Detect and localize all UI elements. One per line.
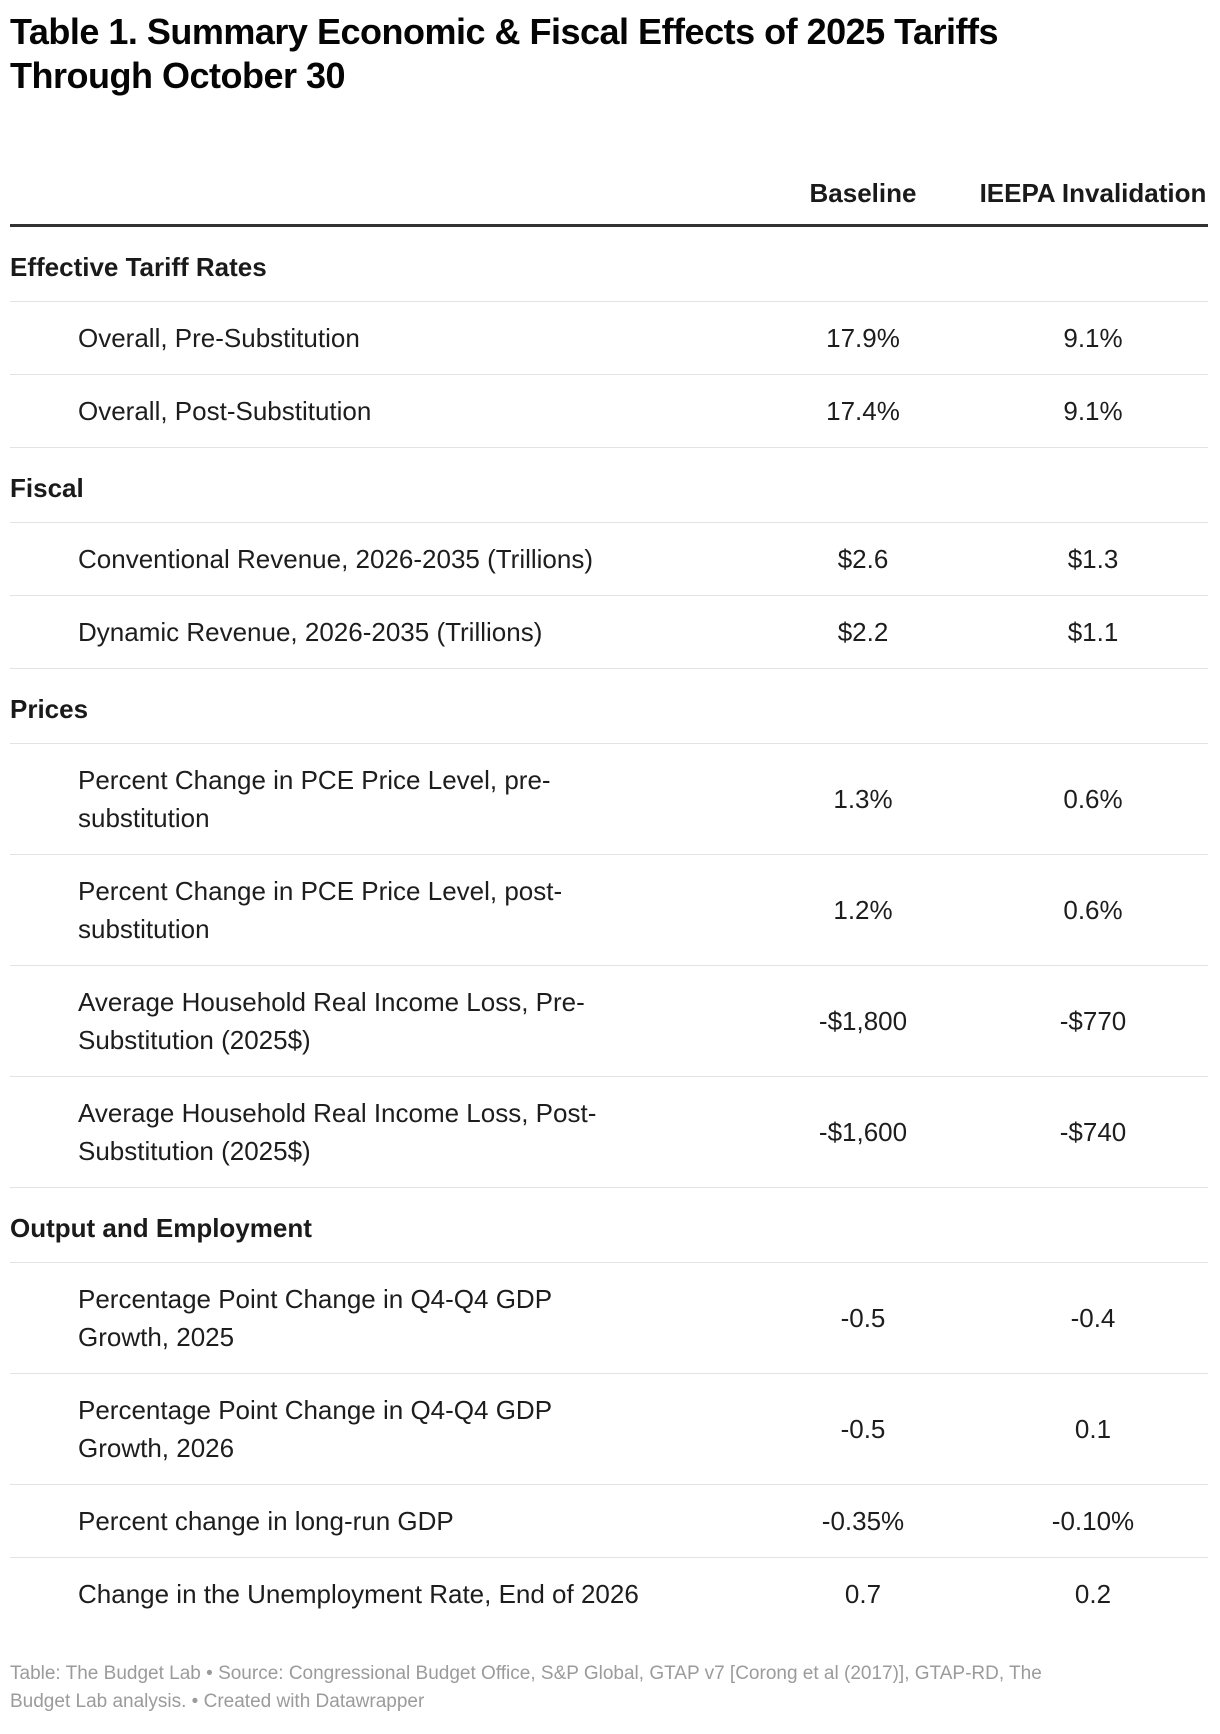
section-header-label: Effective Tariff Rates — [10, 252, 267, 282]
ieepa-invalidation-value-cell: -$770 — [1059, 1006, 1127, 1036]
ieepa-invalidation-value-cell: 0.1 — [1074, 1414, 1112, 1444]
ieepa-invalidation-value-cell: -0.10% — [1051, 1506, 1135, 1536]
row-label: Average Household Real Income Loss, Pre-… — [10, 983, 748, 1059]
baseline-value-cell: $2.2 — [837, 617, 889, 647]
ieepa-invalidation-value-cell: 9.1% — [1063, 323, 1123, 353]
table-row-average-household-real-income-loss-pre-substitution-2025: Average Household Real Income Loss, Pre-… — [10, 965, 1208, 1076]
ieepa-invalidation-value-cell: 9.1% — [1063, 396, 1123, 426]
row-label-text: Percentage Point Change in Q4-Q4 GDP Gro… — [78, 1395, 552, 1463]
table-footer-attribution: Table: The Budget Lab • Source: Congress… — [10, 1663, 1042, 1712]
row-label-text: Overall, Pre-Substitution — [78, 323, 360, 353]
row-label-text: Dynamic Revenue, 2026-2035 (Trillions) — [78, 617, 543, 647]
baseline-value-cell: $2.6 — [837, 544, 889, 574]
ieepa-invalidation-value-cell: $1.1 — [1067, 617, 1119, 647]
baseline-value-cell: -$1,600 — [818, 1117, 908, 1147]
table-row-percent-change-in-pce-price-level-pre-substitution: Percent Change in PCE Price Level, pre-s… — [10, 743, 1208, 854]
row-label: Percent Change in PCE Price Level, post-… — [10, 872, 748, 948]
baseline-value-cell: -0.35% — [821, 1506, 905, 1536]
baseline-value-cell: -$1,800 — [818, 1006, 908, 1036]
row-label: Percent Change in PCE Price Level, pre-s… — [10, 761, 748, 837]
table-body: Effective Tariff Rates Overall, Pre-Subst… — [10, 227, 1208, 1630]
table-row-percentage-point-change-in-q4-q4-gdp-growth-2026: Percentage Point Change in Q4-Q4 GDP Gro… — [10, 1373, 1208, 1484]
row-label: Percentage Point Change in Q4-Q4 GDP Gro… — [10, 1280, 748, 1356]
column-header-ieepa-invalidation: IEEPA Invalidation — [979, 178, 1207, 208]
baseline-value-cell: 1.2% — [833, 895, 893, 925]
table-row-average-household-real-income-loss-post-substitution-2025: Average Household Real Income Loss, Post… — [10, 1076, 1208, 1187]
row-label: Conventional Revenue, 2026-2035 (Trillio… — [10, 540, 748, 578]
table-row-dynamic-revenue-2026-2035-trillions: Dynamic Revenue, 2026-2035 (Trillions) $2… — [10, 595, 1208, 668]
table-row-overall-post-substitution: Overall, Post-Substitution 17.4% 9.1% — [10, 374, 1208, 447]
baseline-value-cell: 17.9% — [826, 323, 900, 353]
ieepa-invalidation-value-cell: 0.2 — [1074, 1579, 1112, 1609]
table-row-percent-change-in-pce-price-level-post-substitution: Percent Change in PCE Price Level, post-… — [10, 854, 1208, 965]
row-label: Overall, Pre-Substitution — [10, 319, 748, 357]
row-label: Percent change in long-run GDP — [10, 1502, 748, 1540]
ieepa-invalidation-value-cell: -0.4 — [1070, 1303, 1116, 1333]
row-label: Change in the Unemployment Rate, End of … — [10, 1575, 748, 1613]
row-label-text: Percent Change in PCE Price Level, post-… — [78, 876, 563, 944]
ieepa-invalidation-value-cell: 0.6% — [1063, 895, 1123, 925]
table-row-percent-change-in-long-run-gdp: Percent change in long-run GDP -0.35% -0.1… — [10, 1484, 1208, 1557]
row-label: Percentage Point Change in Q4-Q4 GDP Gro… — [10, 1391, 748, 1467]
ieepa-invalidation-value-cell: -$740 — [1059, 1117, 1127, 1147]
row-label-text: Overall, Post-Substitution — [78, 396, 372, 426]
row-label-text: Average Household Real Income Loss, Post… — [78, 1098, 597, 1166]
row-label-text: Percent change in long-run GDP — [78, 1506, 454, 1536]
section-header-effective-tariff-rates: Effective Tariff Rates — [10, 227, 1208, 301]
row-label-text: Average Household Real Income Loss, Pre-… — [78, 987, 585, 1055]
table-row-change-in-the-unemployment-rate-end-of-2026: Change in the Unemployment Rate, End of … — [10, 1557, 1208, 1630]
row-label-text: Percentage Point Change in Q4-Q4 GDP Gro… — [78, 1284, 552, 1352]
table-row-overall-pre-substitution: Overall, Pre-Substitution 17.9% 9.1% — [10, 301, 1208, 374]
baseline-value-cell: 1.3% — [833, 784, 893, 814]
row-label: Overall, Post-Substitution — [10, 392, 748, 430]
baseline-value-cell: 0.7 — [844, 1579, 882, 1609]
row-label-text: Percent Change in PCE Price Level, pre-s… — [78, 765, 551, 833]
baseline-value-cell: -0.5 — [840, 1414, 886, 1444]
baseline-value-cell: 17.4% — [826, 396, 900, 426]
ieepa-invalidation-value-cell: $1.3 — [1067, 544, 1119, 574]
row-label: Dynamic Revenue, 2026-2035 (Trillions) — [10, 613, 748, 651]
table-row-conventional-revenue-2026-2035-trillions: Conventional Revenue, 2026-2035 (Trillio… — [10, 522, 1208, 595]
row-label-text: Change in the Unemployment Rate, End of … — [78, 1579, 639, 1609]
column-header-baseline: Baseline — [809, 178, 917, 208]
section-header-label: Output and Employment — [10, 1213, 312, 1243]
section-header-label: Prices — [10, 694, 89, 724]
baseline-value-cell: -0.5 — [840, 1303, 886, 1333]
row-label-text: Conventional Revenue, 2026-2035 (Trillio… — [78, 544, 593, 574]
section-header-output-and-employment: Output and Employment — [10, 1187, 1208, 1262]
section-header-fiscal: Fiscal — [10, 447, 1208, 522]
section-header-prices: Prices — [10, 668, 1208, 743]
row-label: Average Household Real Income Loss, Post… — [10, 1094, 748, 1170]
ieepa-invalidation-value-cell: 0.6% — [1063, 784, 1123, 814]
column-header-row: Baseline IEEPA Invalidation — [10, 98, 1208, 227]
section-header-label: Fiscal — [10, 473, 84, 503]
table-row-percentage-point-change-in-q4-q4-gdp-growth-2025: Percentage Point Change in Q4-Q4 GDP Gro… — [10, 1262, 1208, 1373]
table-title: Table 1. Summary Economic & Fiscal Effec… — [10, 11, 999, 96]
